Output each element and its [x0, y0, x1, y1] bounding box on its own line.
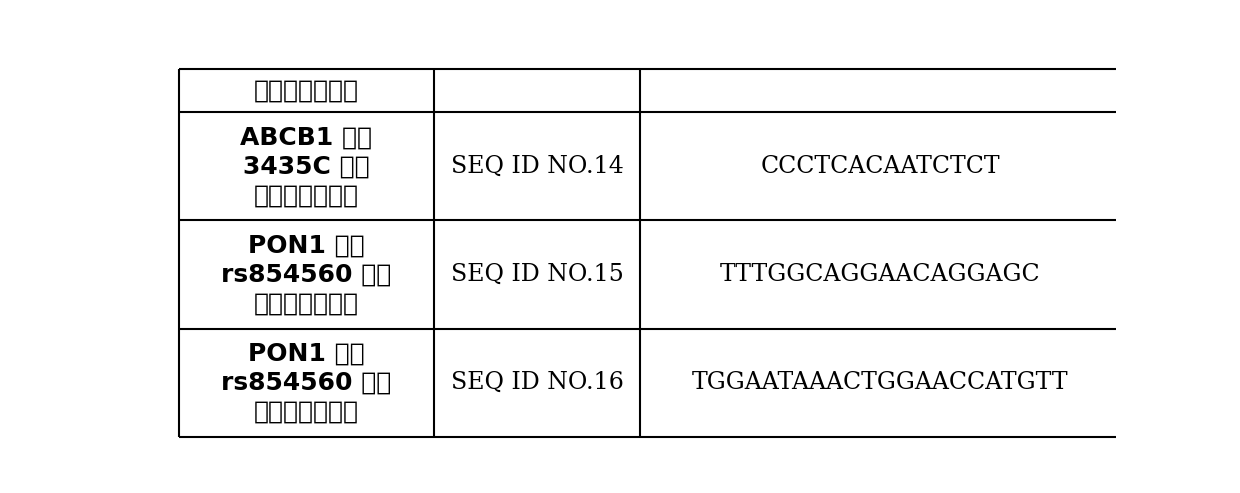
Text: PON1 基因: PON1 基因 [248, 233, 365, 257]
Text: CCCTCACAATCTCT: CCCTCACAATCTCT [761, 155, 1001, 178]
Text: rs854560 位点: rs854560 位点 [221, 263, 392, 286]
Text: 3435C 位点: 3435C 位点 [243, 154, 370, 178]
Text: 突变型检测探针: 突变型检测探针 [254, 183, 358, 208]
Text: 野生型检测探针: 野生型检测探针 [254, 292, 358, 316]
Text: TGGAATAAACTGGAACCATGTT: TGGAATAAACTGGAACCATGTT [692, 371, 1069, 394]
Text: ABCB1 基因: ABCB1 基因 [241, 125, 372, 149]
Text: SEQ ID NO.15: SEQ ID NO.15 [450, 263, 624, 286]
Text: rs854560 位点: rs854560 位点 [221, 371, 392, 395]
Text: SEQ ID NO.16: SEQ ID NO.16 [450, 371, 624, 394]
Text: 突变型检测探针: 突变型检测探针 [254, 400, 358, 424]
Text: SEQ ID NO.14: SEQ ID NO.14 [450, 155, 624, 178]
Text: 野生型检测探针: 野生型检测探针 [254, 78, 358, 103]
Text: TTTGGCAGGAACAGGAGC: TTTGGCAGGAACAGGAGC [720, 263, 1040, 286]
Text: PON1 基因: PON1 基因 [248, 342, 365, 366]
